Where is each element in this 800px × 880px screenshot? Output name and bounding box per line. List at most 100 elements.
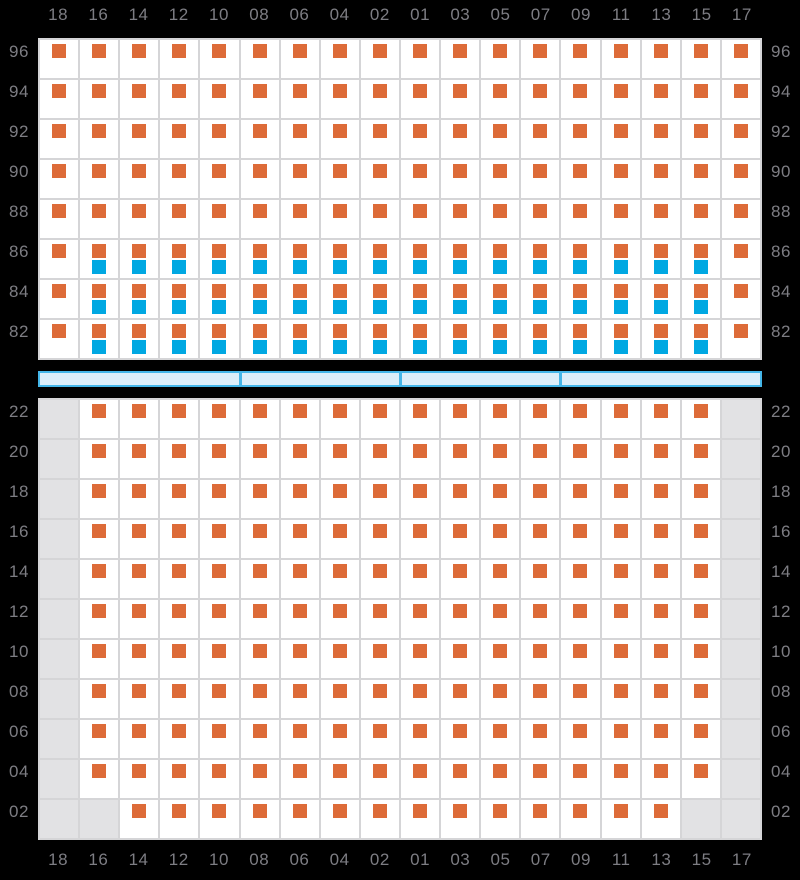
seat-cell[interactable] — [601, 120, 640, 158]
seat-cell[interactable] — [360, 720, 399, 758]
seat-cell[interactable] — [561, 760, 600, 798]
seat-cell[interactable] — [641, 40, 680, 78]
seat-cell[interactable] — [681, 120, 720, 158]
seat-cell[interactable] — [280, 280, 319, 318]
seat-cell[interactable] — [200, 80, 239, 118]
seat-cell[interactable] — [721, 160, 760, 198]
seat-cell[interactable] — [721, 240, 760, 278]
seat-cell[interactable] — [400, 640, 440, 678]
seat-cell[interactable] — [601, 440, 640, 478]
seat-cell[interactable] — [80, 120, 119, 158]
seat-cell[interactable] — [360, 600, 399, 638]
seat-cell[interactable] — [681, 440, 720, 478]
seat-cell[interactable] — [561, 800, 600, 838]
seat-cell[interactable] — [681, 40, 720, 78]
seat-cell[interactable] — [400, 400, 440, 438]
seat-cell[interactable] — [441, 600, 480, 638]
seat-cell[interactable] — [120, 320, 159, 358]
seat-cell[interactable] — [240, 40, 279, 78]
seat-cell[interactable] — [200, 720, 239, 758]
seat-cell[interactable] — [160, 800, 199, 838]
seat-cell[interactable] — [160, 400, 199, 438]
seat-cell[interactable] — [521, 280, 560, 318]
seat-cell[interactable] — [160, 80, 199, 118]
seat-cell[interactable] — [400, 720, 440, 758]
seat-cell[interactable] — [441, 800, 480, 838]
seat-cell[interactable] — [240, 640, 279, 678]
seat-cell[interactable] — [160, 560, 199, 598]
seat-cell[interactable] — [681, 280, 720, 318]
seat-cell[interactable] — [280, 560, 319, 598]
seat-cell[interactable] — [360, 400, 399, 438]
seat-cell[interactable] — [40, 160, 79, 198]
seat-cell[interactable] — [481, 120, 520, 158]
seat-cell[interactable] — [441, 560, 480, 598]
seat-cell[interactable] — [641, 280, 680, 318]
seat-cell[interactable] — [120, 80, 159, 118]
seat-cell[interactable] — [280, 600, 319, 638]
seat-cell[interactable] — [521, 80, 560, 118]
seat-cell[interactable] — [481, 400, 520, 438]
seat-cell[interactable] — [400, 760, 440, 798]
seat-cell[interactable] — [320, 240, 359, 278]
seat-cell[interactable] — [120, 560, 159, 598]
seat-cell[interactable] — [521, 520, 560, 558]
seat-cell[interactable] — [280, 120, 319, 158]
seat-cell[interactable] — [200, 400, 239, 438]
seat-cell[interactable] — [681, 560, 720, 598]
seat-cell[interactable] — [561, 480, 600, 518]
seat-cell[interactable] — [80, 600, 119, 638]
seat-cell[interactable] — [320, 160, 359, 198]
seat-cell[interactable] — [80, 680, 119, 718]
seat-cell[interactable] — [80, 80, 119, 118]
seat-cell[interactable] — [80, 760, 119, 798]
seat-cell[interactable] — [360, 40, 399, 78]
seat-cell[interactable] — [601, 200, 640, 238]
seat-cell[interactable] — [521, 800, 560, 838]
seat-cell[interactable] — [240, 320, 279, 358]
seat-cell[interactable] — [240, 160, 279, 198]
seat-cell[interactable] — [481, 200, 520, 238]
seat-cell[interactable] — [280, 720, 319, 758]
seat-cell[interactable] — [120, 520, 159, 558]
seat-cell[interactable] — [521, 640, 560, 678]
seat-cell[interactable] — [481, 40, 520, 78]
seat-cell[interactable] — [200, 320, 239, 358]
seat-cell[interactable] — [441, 40, 480, 78]
seat-cell[interactable] — [641, 440, 680, 478]
seat-cell[interactable] — [160, 680, 199, 718]
seat-cell[interactable] — [641, 640, 680, 678]
seat-cell[interactable] — [320, 400, 359, 438]
seat-cell[interactable] — [200, 480, 239, 518]
seat-cell[interactable] — [240, 280, 279, 318]
seat-cell[interactable] — [441, 320, 480, 358]
seat-cell[interactable] — [320, 40, 359, 78]
seat-cell[interactable] — [320, 800, 359, 838]
seat-cell[interactable] — [200, 440, 239, 478]
seat-cell[interactable] — [561, 80, 600, 118]
seat-cell[interactable] — [320, 760, 359, 798]
seat-cell[interactable] — [120, 240, 159, 278]
seat-cell[interactable] — [561, 240, 600, 278]
seat-cell[interactable] — [481, 80, 520, 118]
seat-cell[interactable] — [400, 40, 440, 78]
seat-cell[interactable] — [721, 320, 760, 358]
seat-cell[interactable] — [681, 400, 720, 438]
seat-cell[interactable] — [400, 160, 440, 198]
seat-cell[interactable] — [400, 200, 440, 238]
seat-cell[interactable] — [200, 160, 239, 198]
seat-cell[interactable] — [481, 480, 520, 518]
seat-cell[interactable] — [200, 200, 239, 238]
seat-cell[interactable] — [441, 440, 480, 478]
seat-cell[interactable] — [521, 480, 560, 518]
seat-cell[interactable] — [120, 280, 159, 318]
seat-cell[interactable] — [400, 680, 440, 718]
seat-cell[interactable] — [481, 280, 520, 318]
seat-cell[interactable] — [400, 800, 440, 838]
seat-cell[interactable] — [160, 160, 199, 198]
seat-cell[interactable] — [681, 680, 720, 718]
seat-cell[interactable] — [80, 440, 119, 478]
seat-cell[interactable] — [80, 40, 119, 78]
seat-cell[interactable] — [360, 520, 399, 558]
seat-cell[interactable] — [681, 80, 720, 118]
